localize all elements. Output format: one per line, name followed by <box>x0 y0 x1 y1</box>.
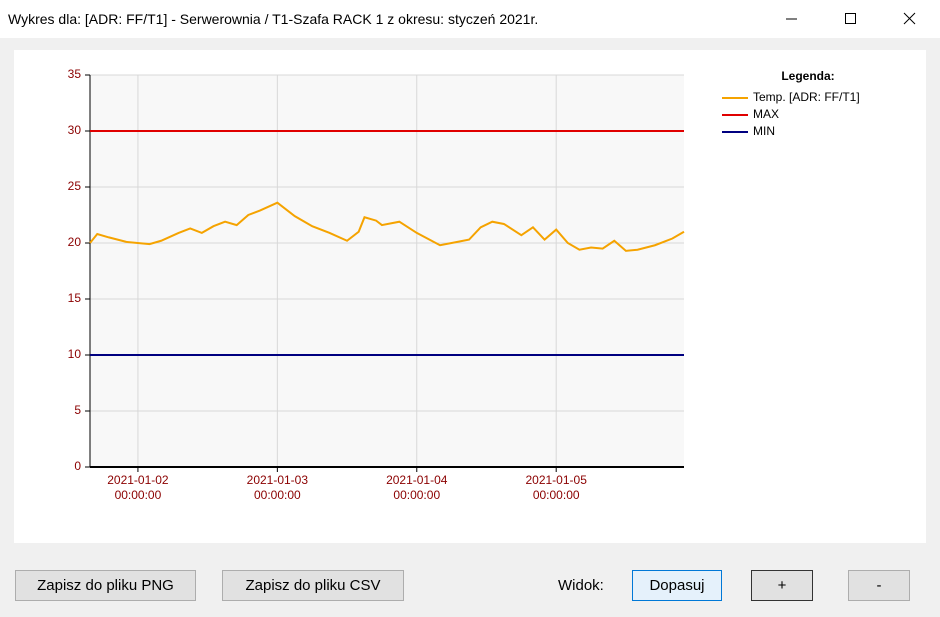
window-title: Wykres dla: [ADR: FF/T1] - Serwerownia /… <box>8 11 539 27</box>
legend-title: Legenda: <box>781 69 834 83</box>
legend-label: Temp. [ADR: FF/T1] <box>753 90 860 104</box>
legend-label: MIN <box>753 124 775 138</box>
fit-button[interactable]: Dopasuj <box>632 570 722 601</box>
y-tick-label: 35 <box>68 67 82 81</box>
x-tick-label: 2021-01-04 00:00:00 <box>386 473 448 502</box>
chart: 0 5 10 15 20 25 30 35 Legenda: Temp. [ADR: FF/T1]… <box>68 67 860 473</box>
chart-panel: 0 5 10 15 20 25 30 35 Legenda: Temp. [ADR: FF/T1]… <box>14 50 926 543</box>
zoom-in-button[interactable]: + <box>751 570 813 601</box>
y-tick-label: 30 <box>68 123 82 137</box>
series-line <box>89 201 685 252</box>
close-button[interactable] <box>903 12 916 25</box>
legend-label: MAX <box>753 107 779 121</box>
save-png-button[interactable]: Zapisz do pliku PNG <box>15 570 196 601</box>
y-tick-label: 5 <box>74 403 81 417</box>
y-tick-label: 15 <box>68 291 82 305</box>
title-bar: Wykres dla: [ADR: FF/T1] - Serwerownia /… <box>0 0 940 38</box>
y-tick-label: 25 <box>68 179 82 193</box>
plot-background <box>90 75 684 467</box>
x-tick-label: 2021-01-02 00:00:00 <box>107 473 169 502</box>
zoom-out-button[interactable]: - <box>848 570 910 601</box>
x-tick-label: 2021-01-03 00:00:00 <box>246 473 309 502</box>
maximize-button[interactable] <box>845 13 856 24</box>
x-tick-label: 2021-01-05 00:00:00 <box>525 473 587 502</box>
y-tick-label: 0 <box>74 459 81 473</box>
y-tick-label: 20 <box>68 235 82 249</box>
save-csv-button[interactable]: Zapisz do pliku CSV <box>222 570 404 601</box>
y-tick-label: 10 <box>68 347 82 361</box>
view-label: Widok: <box>558 577 604 594</box>
window-controls <box>786 12 916 25</box>
